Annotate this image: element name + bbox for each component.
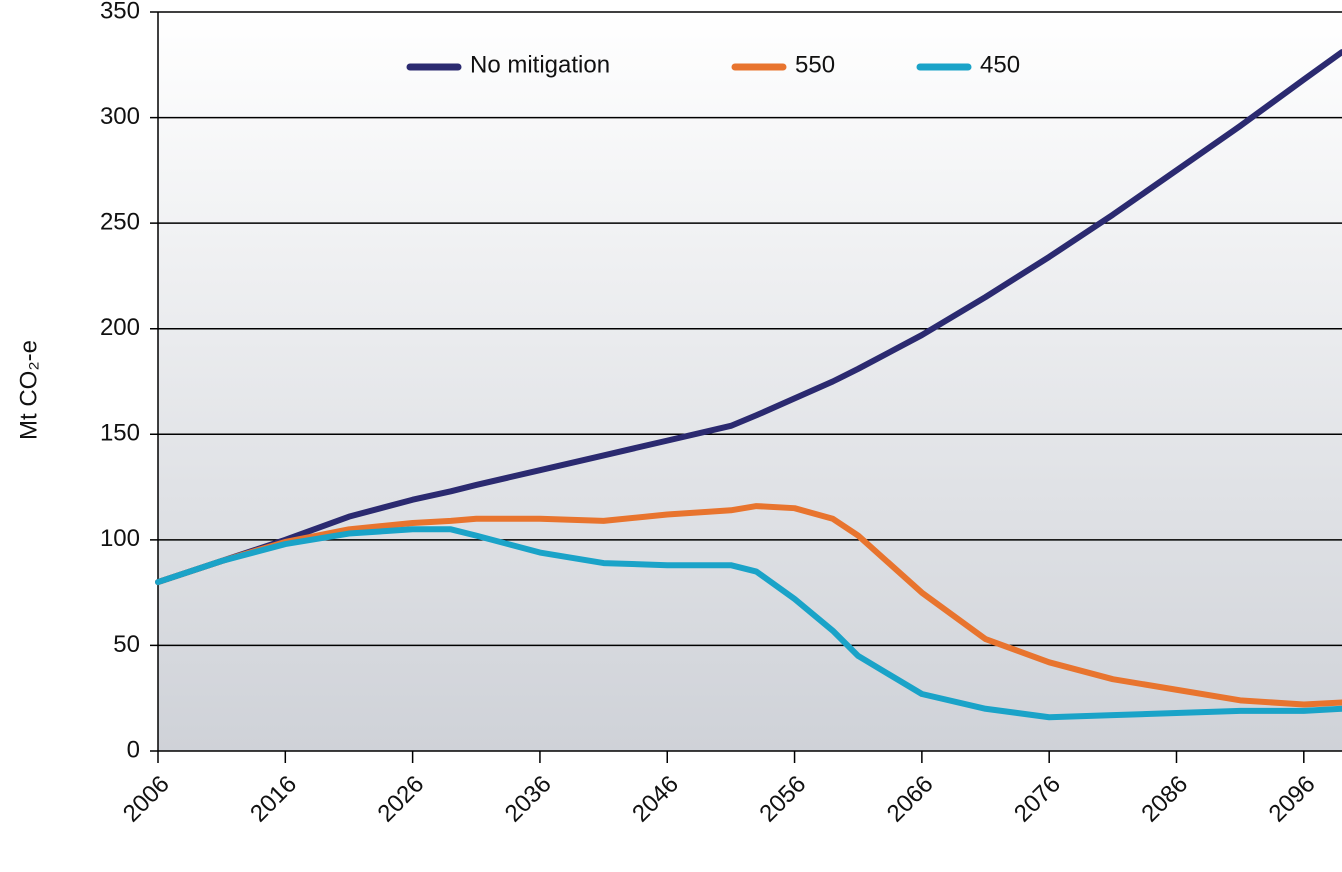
plot-area [158, 12, 1342, 751]
x-tick-label: 2096 [1264, 771, 1321, 828]
x-tick-label: 2006 [118, 771, 175, 828]
y-tick-label: 50 [113, 631, 140, 658]
legend-label: No mitigation [470, 51, 610, 78]
series-line [155, 49, 1342, 586]
y-tick-label: 250 [100, 208, 140, 235]
y-tick-label: 100 [100, 525, 140, 552]
y-tick-label: 350 [100, 0, 140, 24]
x-tick-label: 2066 [882, 771, 939, 828]
x-tick-label: 2016 [245, 771, 302, 828]
series-line [155, 526, 1342, 721]
x-tick-label: 2046 [627, 771, 684, 828]
y-tick-label: 200 [100, 314, 140, 341]
legend-label: 550 [795, 51, 835, 78]
series-line [155, 503, 1342, 708]
x-tick-label: 2056 [754, 771, 811, 828]
y-tick-label: 300 [100, 103, 140, 130]
y-tick-label: 0 [127, 736, 140, 763]
x-tick-label: 2076 [1009, 771, 1066, 828]
y-axis-label: Mt CO₂-e [15, 340, 42, 440]
legend-label: 450 [980, 51, 1020, 78]
x-tick-label: 2026 [373, 771, 430, 828]
y-tick-label: 150 [100, 420, 140, 447]
x-tick-label: 2036 [500, 771, 557, 828]
x-tick-label: 2086 [1136, 771, 1193, 828]
